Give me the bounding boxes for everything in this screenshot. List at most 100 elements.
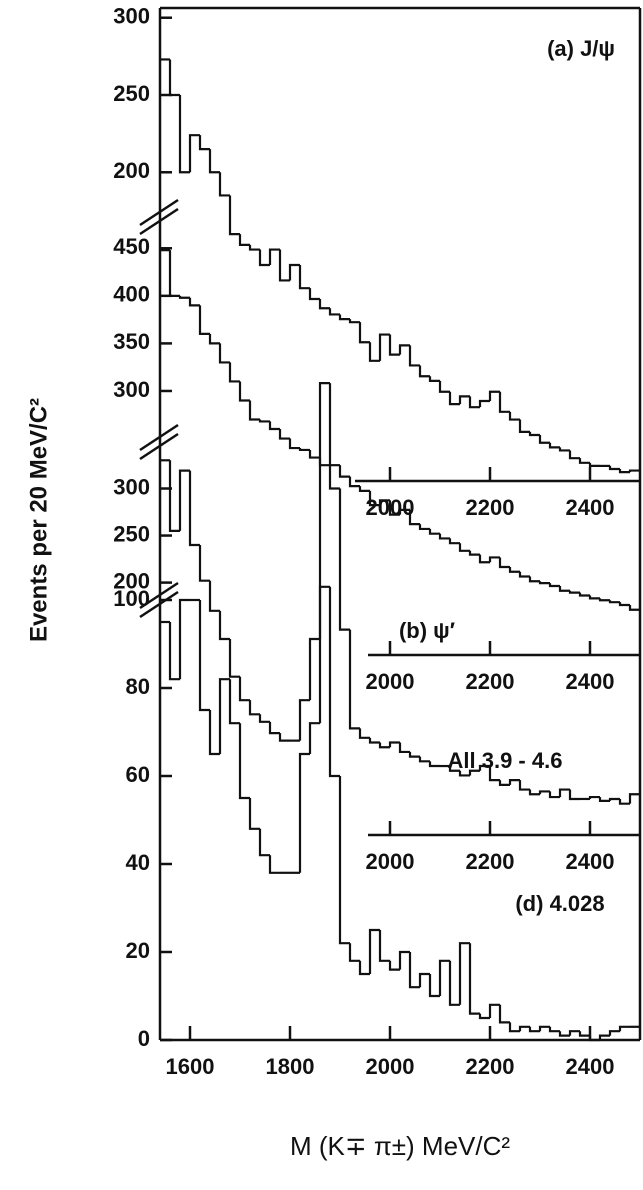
- histogram-step: [408, 509, 420, 526]
- histogram-step: [318, 299, 330, 310]
- x-tick-label: 2200: [466, 669, 515, 694]
- histogram-step: [538, 435, 550, 444]
- histogram-step: [338, 488, 350, 631]
- histogram-step: [398, 508, 410, 515]
- histogram-step: [318, 585, 330, 724]
- histogram-step: [418, 524, 430, 531]
- histogram-step: [588, 462, 600, 468]
- histogram-step: [298, 699, 310, 741]
- histogram-step: [388, 500, 400, 516]
- histogram-step: [258, 828, 270, 857]
- y-tick-label: 40: [126, 850, 150, 875]
- histogram-step: [348, 319, 360, 324]
- histogram-step: [618, 1025, 630, 1032]
- x-tick-label: 2000: [366, 849, 415, 874]
- histogram-step: [628, 469, 640, 473]
- histogram-step: [198, 544, 210, 582]
- histogram-step: [438, 380, 450, 393]
- histogram-step: [388, 741, 400, 748]
- histogram-step: [618, 798, 630, 805]
- histogram-step: [358, 486, 370, 492]
- histogram-step: [418, 972, 430, 988]
- histogram-step: [218, 678, 230, 754]
- histogram-step: [468, 396, 480, 409]
- histogram-step: [348, 943, 360, 962]
- histogram-step: [198, 135, 210, 151]
- histogram-step: [518, 419, 530, 434]
- histogram-step: [518, 780, 530, 791]
- histogram-step: [178, 469, 190, 531]
- histogram-step: [208, 149, 220, 174]
- histogram-step: [408, 751, 420, 758]
- x-tick-label: 2400: [566, 849, 615, 874]
- histogram-step: [248, 244, 260, 251]
- histogram-step: [238, 234, 250, 247]
- y-tick-label: 350: [113, 329, 150, 354]
- histogram-step: [558, 447, 570, 452]
- histogram-step: [378, 742, 390, 749]
- histogram-step: [248, 700, 260, 716]
- histogram-step: [518, 571, 530, 578]
- histogram-step: [328, 586, 340, 778]
- histogram-step: [608, 797, 620, 801]
- histogram-step: [288, 438, 300, 450]
- histogram-step: [498, 391, 510, 413]
- histogram-step: [478, 764, 490, 771]
- histogram-step: [208, 710, 220, 756]
- histogram-step: [328, 383, 340, 490]
- y-tick-label: 300: [113, 4, 150, 29]
- histogram-step: [238, 723, 250, 800]
- histogram-step: [268, 248, 280, 265]
- histogram-step: [258, 419, 270, 423]
- histogram-step: [538, 581, 550, 585]
- histogram-step: [508, 1022, 520, 1033]
- histogram-step: [598, 797, 610, 802]
- histogram-step: [628, 605, 640, 611]
- histogram-step: [348, 476, 360, 488]
- histogram-step: [478, 1013, 490, 1020]
- y-tick-label: 200: [113, 568, 150, 593]
- y-tick-label: 20: [126, 938, 150, 963]
- histogram-step: [278, 733, 290, 742]
- histogram-step: [418, 365, 430, 378]
- histogram-step: [398, 950, 410, 970]
- x-tick-label: 2200: [466, 849, 515, 874]
- histogram-step: [338, 776, 350, 945]
- histogram-step: [588, 1035, 600, 1042]
- histogram-step: [488, 556, 500, 563]
- histogram-step: [528, 1026, 540, 1033]
- histogram-step: [448, 960, 460, 1006]
- histogram-step: [598, 1034, 610, 1040]
- histogram-step: [468, 943, 480, 1015]
- histogram-step: [558, 788, 570, 798]
- histogram-step: [478, 554, 490, 564]
- histogram-step: [218, 343, 230, 364]
- histogram-step: [228, 679, 240, 725]
- y-tick-label: 300: [113, 377, 150, 402]
- x-tick-label: 2400: [566, 1054, 615, 1079]
- x-tick-label: 2200: [466, 1054, 515, 1079]
- histogram-step: [248, 400, 260, 421]
- histogram-step: [348, 629, 360, 730]
- histogram-step: [578, 1031, 590, 1037]
- histogram-step: [338, 314, 350, 321]
- histogram-step: [278, 429, 290, 440]
- histogram-step: [198, 600, 210, 712]
- histogram-step: [538, 790, 550, 795]
- histogram-step: [378, 333, 390, 361]
- histogram-step: [448, 766, 460, 772]
- x-tick-label: 2200: [466, 495, 515, 520]
- histogram-step: [318, 457, 330, 467]
- histogram-step: [258, 249, 270, 267]
- histogram-step: [558, 1031, 570, 1037]
- histogram-step: [458, 543, 470, 552]
- x-tick-label: 2000: [366, 1054, 415, 1079]
- histogram-step: [608, 465, 620, 471]
- histogram-step: [568, 450, 580, 460]
- histogram-step: [478, 399, 490, 408]
- histogram-step: [298, 448, 310, 452]
- x-tick-label: 2000: [366, 669, 415, 694]
- x-axis-label: M (K∓ π±) MeV/C²: [290, 1131, 510, 1161]
- histogram-step: [588, 795, 600, 799]
- histogram-step: [168, 59, 180, 97]
